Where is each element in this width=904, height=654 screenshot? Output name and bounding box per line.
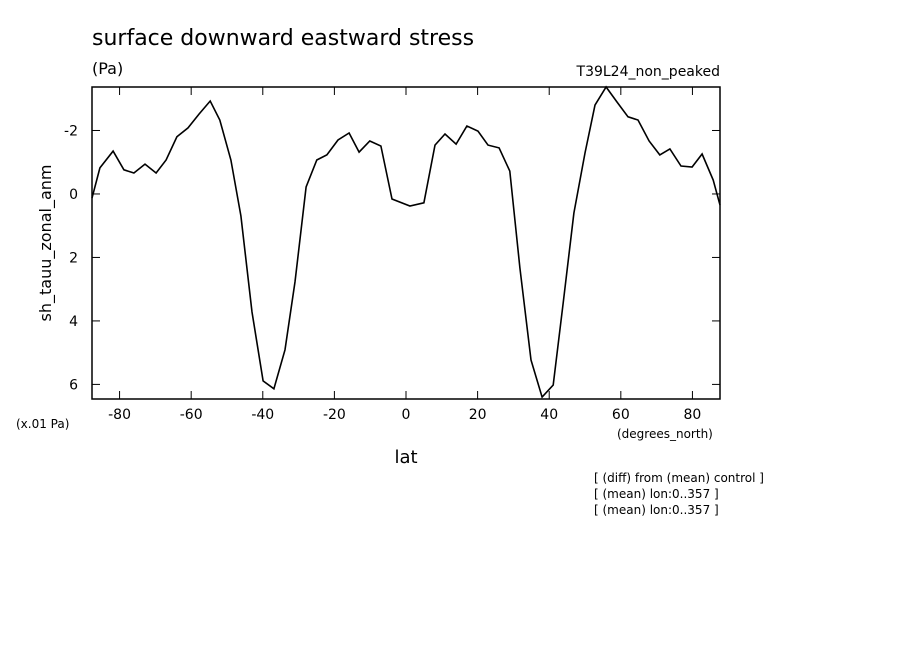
x-tick-label: 60 xyxy=(612,407,630,423)
y-axis-label: sh_tauu_zonal_anm xyxy=(36,165,56,322)
plot-frame xyxy=(91,86,721,400)
x-tick-label: -60 xyxy=(180,407,203,423)
x-tick-label: -80 xyxy=(108,407,131,423)
x-tick-label: -20 xyxy=(323,407,346,423)
x-tick-label: 20 xyxy=(469,407,487,423)
y-tick-label: 0 xyxy=(69,187,78,203)
x-tick-label: 80 xyxy=(684,407,702,423)
x-tick-label: 0 xyxy=(402,407,411,423)
x-tick-label: -40 xyxy=(251,407,274,423)
note: [ (mean) lon:0..357 ] xyxy=(594,487,719,501)
dataset-label: T39L24_non_peaked xyxy=(576,64,720,80)
note: [ (diff) from (mean) control ] xyxy=(594,471,764,485)
units: (Pa) xyxy=(92,59,123,78)
data-line xyxy=(91,85,721,399)
chart-title: surface downward eastward stress xyxy=(92,26,474,51)
x-units: (degrees_north) xyxy=(617,427,713,441)
y-scale-label: (x.01 Pa) xyxy=(16,417,69,431)
x-axis-label: lat xyxy=(394,447,417,468)
y-tick-label: 4 xyxy=(69,314,78,330)
y-tick-label: -2 xyxy=(64,123,78,139)
y-tick-label: 6 xyxy=(69,377,78,393)
x-tick-label: 40 xyxy=(540,407,558,423)
note: [ (mean) lon:0..357 ] xyxy=(594,503,719,517)
y-tick-label: 2 xyxy=(69,250,78,266)
